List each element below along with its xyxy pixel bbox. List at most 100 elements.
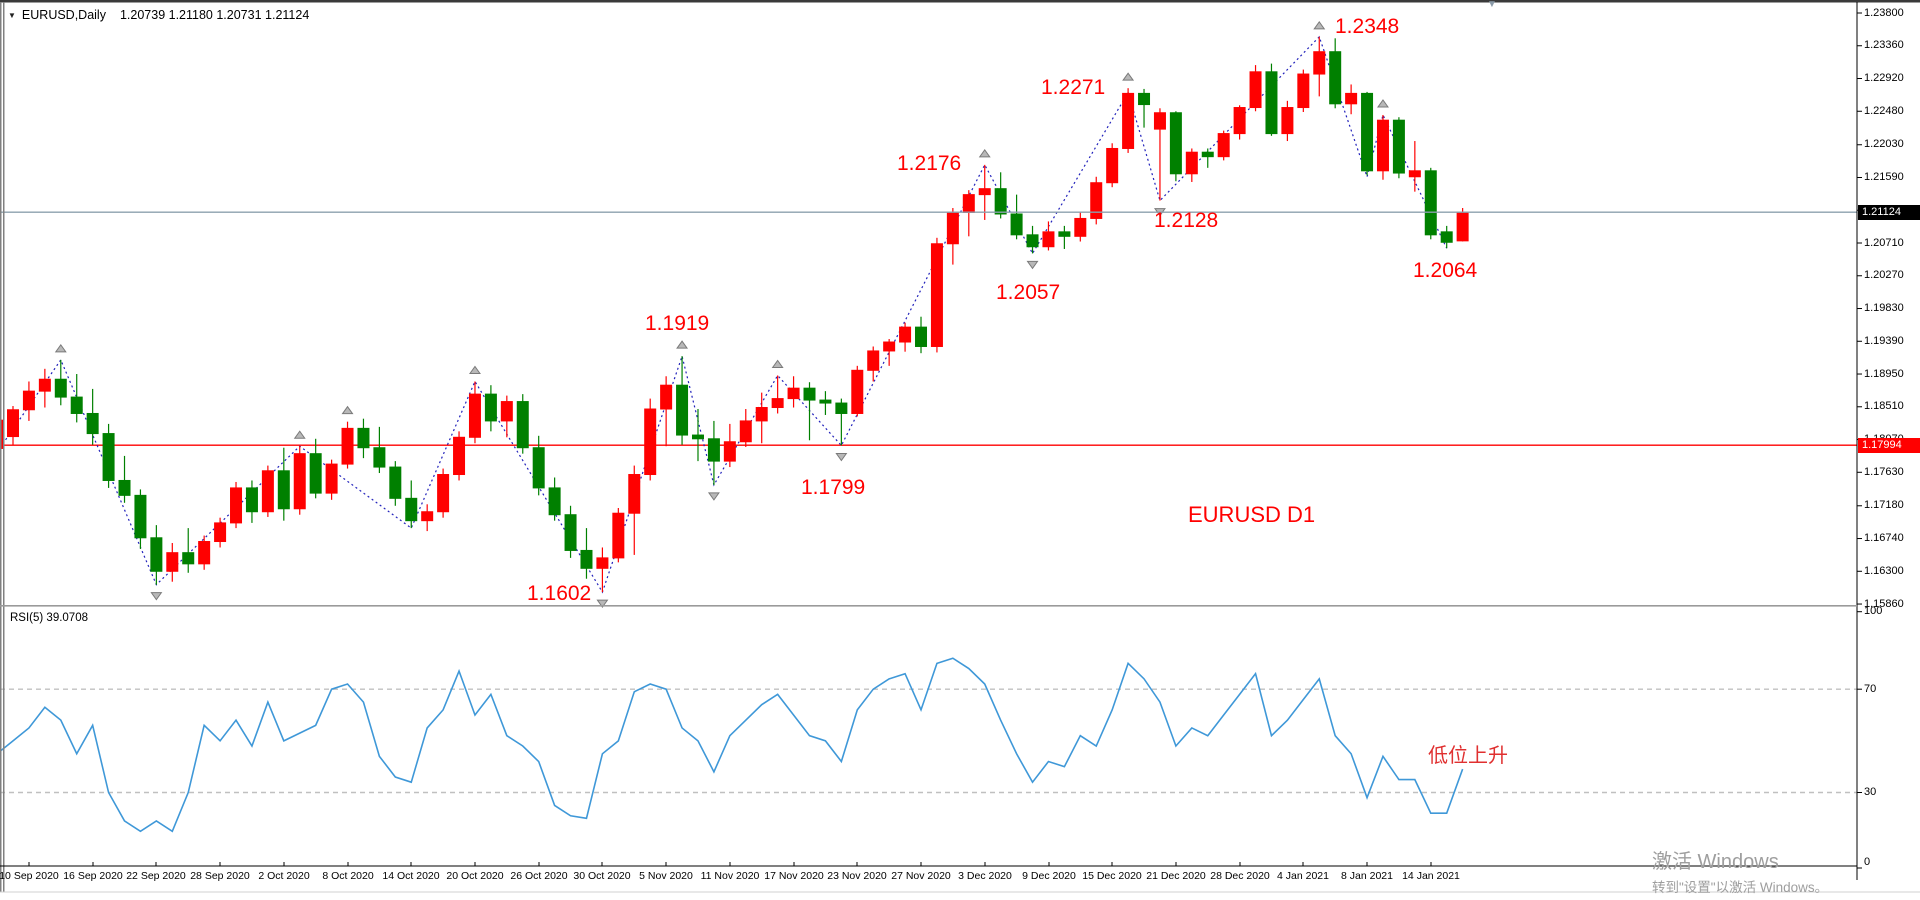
candle-body (612, 512, 625, 559)
swing-price-label[interactable]: 1.2271 (1041, 76, 1106, 99)
swing-price-label[interactable]: 1.1919 (645, 312, 710, 335)
swing-price-label[interactable]: 1.2064 (1413, 259, 1478, 282)
price-axis-label: 1.19830 (1864, 302, 1904, 315)
candle-body (883, 341, 896, 352)
pane-separator[interactable] (0, 605, 1857, 607)
ohlc-values: 1.20739 1.21180 1.20731 1.21124 (119, 8, 310, 22)
date-axis-label: 9 Dec 2020 (1022, 870, 1076, 882)
chart-title: ▼ EURUSD,Daily 1.20739 1.21180 1.20731 1.2… (8, 8, 309, 22)
price-axis-label: 1.22030 (1864, 138, 1904, 151)
date-axis-label: 15 Dec 2020 (1082, 870, 1142, 882)
candle-body (1010, 213, 1023, 236)
chart-note-label[interactable]: EURUSD D1 (1188, 502, 1316, 527)
candle-body (1313, 51, 1326, 75)
candle-body (1026, 234, 1039, 248)
candle-body (421, 511, 434, 522)
date-axis-label: 5 Nov 2020 (639, 870, 693, 882)
candle-body (150, 537, 163, 572)
rsi-indicator-label: RSI(5) 39.0708 (10, 612, 88, 624)
current-price-tag: 1.21124 (1858, 204, 1920, 220)
price-axis-label: 1.21590 (1864, 171, 1904, 183)
window-left-border (0, 2, 2, 892)
date-axis-label: 16 Sep 2020 (63, 870, 123, 882)
candle-body (293, 453, 306, 510)
candle-body (660, 384, 673, 410)
candle-body (70, 396, 83, 414)
candle-body (1408, 170, 1421, 178)
date-axis-label: 30 Oct 2020 (573, 870, 631, 882)
symbol-dropdown-icon[interactable]: ▼ (8, 11, 16, 20)
rsi-axis-label: 0 (1864, 855, 1871, 868)
candle-body (357, 427, 370, 449)
price-axis-label: 1.15860 (1864, 597, 1904, 610)
candle-body (118, 479, 131, 496)
candle-body (644, 408, 657, 476)
candle-body (691, 434, 704, 440)
fractal-up-arrow-icon (1122, 72, 1135, 81)
candle-body (1440, 231, 1453, 243)
candle-body (1265, 71, 1278, 135)
candle-body (1249, 71, 1262, 109)
swing-price-label[interactable]: 1.1799 (801, 476, 866, 499)
fractal-down-arrow-icon (707, 492, 720, 501)
candle-body (7, 409, 19, 438)
candle-body (261, 470, 274, 513)
candle-body (1058, 231, 1071, 237)
candle-body (166, 552, 179, 572)
swing-price-label[interactable]: 1.2176 (897, 152, 962, 175)
candle-body (1424, 170, 1437, 236)
candle-body (962, 194, 975, 213)
candle-body (1376, 119, 1389, 172)
windows-activation-watermark-line2: 转到"设置"以激活 Windows。 (1652, 880, 1829, 895)
price-axis-label: 1.18950 (1864, 367, 1904, 380)
quick-nav-arrow-icon[interactable]: ▼ (1487, 0, 1497, 10)
date-axis-label: 27 Nov 2020 (891, 870, 951, 882)
candle-body (468, 393, 481, 438)
price-axis-label: 1.17630 (1864, 465, 1904, 478)
swing-price-label[interactable]: 1.1602 (527, 582, 592, 605)
candle-body (835, 402, 848, 414)
candle-body (1185, 151, 1198, 175)
swing-price-label[interactable]: 1.2128 (1154, 209, 1219, 232)
candle-body (628, 474, 641, 514)
candle-body (54, 378, 67, 398)
candle-body (277, 470, 290, 510)
date-axis-label: 14 Jan 2021 (1402, 870, 1460, 882)
candle-body (596, 557, 609, 569)
support-price-tag: 1.17994 (1858, 437, 1920, 453)
candle-body (803, 387, 816, 401)
candle-body (1233, 107, 1246, 135)
candle-body (182, 552, 195, 565)
candle-body (1456, 211, 1469, 242)
date-axis-label: 3 Dec 2020 (958, 870, 1012, 882)
rsi-note-label[interactable]: 低位上升 (1428, 745, 1508, 767)
date-axis-label: 17 Nov 2020 (764, 870, 824, 882)
rsi-axis-label: 100 (1864, 605, 1883, 618)
windows-activation-watermark-line1: 激活 Windows (1652, 851, 1779, 873)
price-axis-label: 1.20710 (1864, 236, 1904, 249)
swing-price-label[interactable]: 1.2057 (996, 281, 1061, 304)
candle-body (453, 436, 466, 476)
candle-body (516, 401, 529, 449)
candle-body (437, 474, 450, 513)
candle-body (1361, 92, 1374, 172)
candle-body (389, 466, 402, 499)
candle-body (899, 326, 912, 343)
date-axis-label: 8 Jan 2021 (1341, 870, 1393, 882)
candle-body (915, 326, 928, 347)
candle-body (676, 384, 689, 436)
candle-body (1122, 92, 1135, 149)
price-axis-label: 1.23360 (1864, 39, 1904, 52)
price-axis-label: 1.19390 (1864, 334, 1904, 347)
price-axis-label: 1.20270 (1864, 269, 1904, 282)
candle-body (867, 350, 880, 371)
candle-body (373, 447, 386, 468)
date-axis-label: 21 Dec 2020 (1146, 870, 1206, 882)
date-axis-label: 11 Nov 2020 (700, 870, 760, 882)
swing-price-label[interactable]: 1.2348 (1335, 15, 1400, 38)
fractal-up-arrow-icon (978, 148, 991, 158)
candle-body (1392, 119, 1405, 174)
candle-body (1217, 133, 1230, 158)
